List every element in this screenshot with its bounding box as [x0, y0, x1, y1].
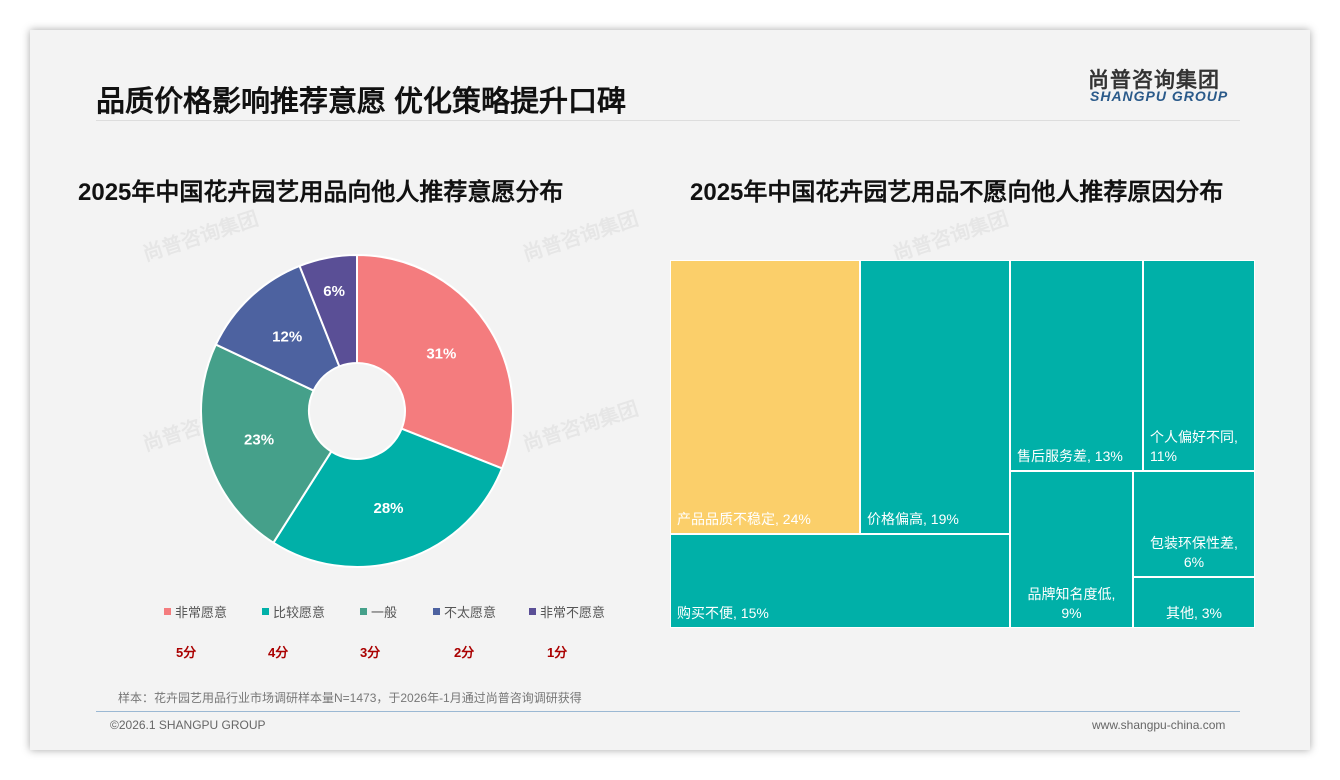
score-label: 2分 — [454, 645, 475, 660]
donut-data-label: 28% — [374, 500, 404, 517]
treemap-label: 价格偏高, 19% — [867, 511, 959, 527]
logo-en: SHANGPU GROUP — [1090, 88, 1229, 104]
legend-label: 比较愿意 — [273, 605, 326, 620]
donut-slice-2 — [200, 343, 333, 545]
donut-data-label: 6% — [323, 283, 345, 300]
donut-data-label: 23% — [244, 431, 274, 448]
treemap-cell: 其他, 3% — [1133, 577, 1255, 628]
legend-label: 非常愿意 — [175, 605, 228, 620]
legend-item: 非常愿意 — [164, 602, 227, 621]
legend-swatch — [164, 608, 171, 615]
treemap-cell: 购买不便, 15% — [670, 534, 1010, 628]
slide: 尚普咨询集团 尚普咨询集团 尚普咨询集团 尚普咨询集团 尚普咨询集团 品质价格影… — [30, 30, 1310, 750]
logo-cn: 尚普咨询集团 — [1088, 69, 1220, 92]
score-label: 1分 — [547, 645, 568, 660]
donut-slice-4 — [298, 253, 358, 368]
page-title: 品质价格影响推荐意愿 优化策略提升口碑 — [96, 86, 627, 118]
website: www.shangpu-china.com — [1092, 718, 1226, 732]
score-label: 5分 — [176, 645, 197, 660]
legend-label: 非常不愿意 — [540, 605, 606, 620]
legend-swatch — [529, 608, 536, 615]
donut-slice-3 — [214, 264, 341, 392]
treemap-label: 包装环保性差, 6% — [1150, 535, 1238, 570]
treemap-cell: 个人偏好不同, 11% — [1143, 260, 1255, 471]
watermark: 尚普咨询集团 — [890, 207, 1012, 266]
score-label: 3分 — [360, 645, 381, 660]
score-label: 4分 — [268, 645, 289, 660]
treemap-cell: 价格偏高, 19% — [860, 260, 1010, 534]
treemap-label: 购买不便, 15% — [677, 605, 769, 621]
treemap-cell: 产品品质不稳定, 24% — [670, 260, 860, 534]
donut-data-label: 31% — [426, 346, 456, 363]
legend-label: 一般 — [371, 605, 398, 620]
legend-swatch — [433, 608, 440, 615]
treemap-label: 售后服务差, 13% — [1017, 448, 1123, 464]
legend-swatch — [262, 608, 269, 615]
legend-swatch — [360, 608, 367, 615]
legend-label: 不太愿意 — [444, 605, 497, 620]
legend-item: 非常不愿意 — [529, 602, 605, 621]
donut-chart: 31% 28% 23% 12% 6% — [200, 253, 514, 568]
treemap-cell: 包装环保性差, 6% — [1133, 471, 1255, 577]
legend-item: 一般 — [360, 602, 397, 621]
legend-item: 比较愿意 — [262, 602, 325, 621]
treemap-cell: 售后服务差, 13% — [1010, 260, 1143, 471]
donut-slice-1 — [272, 427, 504, 568]
legend-item: 不太愿意 — [433, 602, 496, 621]
divider — [96, 120, 1240, 121]
treemap-title: 2025年中国花卉园艺用品不愿向他人推荐原因分布 — [690, 179, 1224, 206]
treemap-label: 个人偏好不同, 11% — [1150, 429, 1238, 464]
copyright: ©2026.1 SHANGPU GROUP — [110, 718, 266, 732]
footer-divider — [96, 711, 1240, 712]
treemap-label: 产品品质不稳定, 24% — [677, 511, 811, 527]
treemap-cell: 品牌知名度低, 9% — [1010, 471, 1133, 628]
donut-title: 2025年中国花卉园艺用品向他人推荐意愿分布 — [78, 179, 564, 206]
treemap-label: 品牌知名度低, 9% — [1027, 586, 1116, 621]
sample-note: 样本：花卉园艺用品行业市场调研样本量N=1473，于2026年-1月通过尚普咨询… — [118, 691, 582, 705]
treemap-label: 其他, 3% — [1165, 605, 1222, 621]
donut-data-label: 12% — [272, 329, 302, 346]
donut-slice-0 — [356, 253, 514, 470]
